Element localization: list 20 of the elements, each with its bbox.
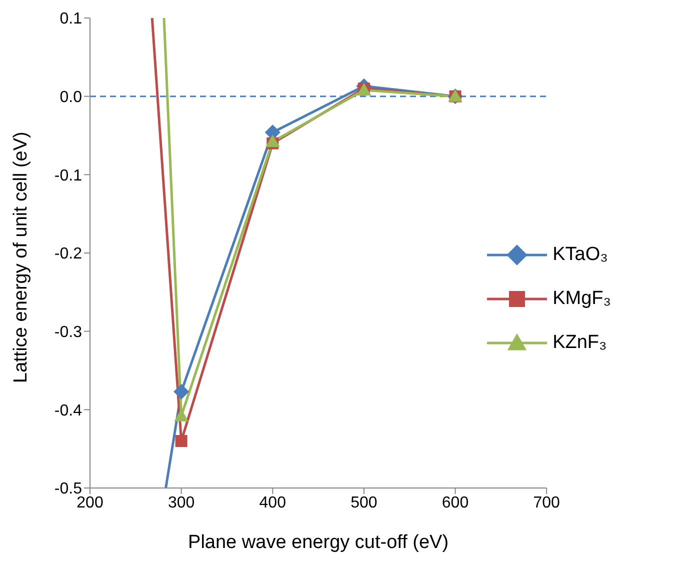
point	[174, 384, 190, 400]
x-tick-label: 400	[259, 494, 286, 512]
x-axis-title: Plane wave energy cut-off (eV)	[188, 532, 449, 553]
y-axis-title: Lattice energy of unit cell (eV)	[10, 132, 32, 383]
y-tick-label: 0.0	[60, 89, 82, 106]
y-tick-label: -0.1	[54, 167, 82, 184]
legend-label: KTaO₃	[552, 244, 608, 266]
y-tick-label: -0.3	[54, 324, 82, 342]
x-tick-label: 300	[168, 494, 195, 512]
y-tick-label: -0.2	[54, 246, 82, 263]
point	[265, 134, 280, 148]
x-tick-label: 200	[76, 494, 104, 512]
legend-label: KZnF₃	[552, 332, 607, 354]
point	[175, 435, 188, 447]
y-tick-label: 0.1	[60, 10, 82, 28]
x-tick-label: 600	[442, 494, 469, 512]
y-tick-label: -0.4	[54, 402, 82, 420]
legend-label: KMgF₃	[552, 288, 611, 310]
x-tick-label: 700	[533, 494, 560, 512]
x-tick-label: 500	[350, 494, 378, 512]
